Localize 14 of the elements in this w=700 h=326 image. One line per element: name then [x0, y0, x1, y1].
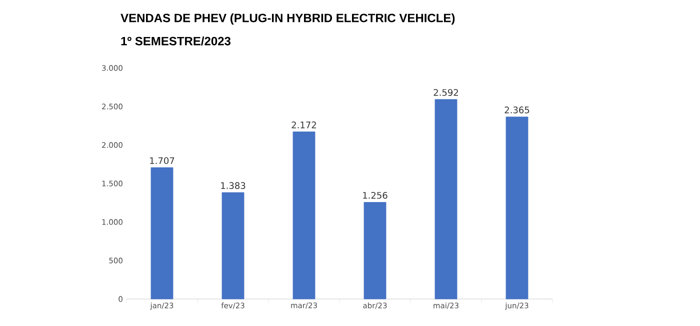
bar — [434, 99, 458, 300]
data-label: 2.172 — [292, 122, 316, 128]
data-label: 2.365 — [504, 106, 530, 114]
data-label: 1.383 — [221, 182, 246, 189]
data-label: 2.592 — [434, 89, 458, 96]
bar — [222, 192, 244, 300]
data-label: 1.256 — [363, 192, 388, 199]
chart-title: VENDAS DE PHEV (PLUG-IN HYBRID ELECTRIC VEHICLE) — [120, 13, 455, 25]
bar — [150, 167, 174, 300]
bar — [506, 116, 528, 300]
bar — [364, 202, 386, 300]
bar — [292, 132, 316, 300]
data-label: 1.707 — [150, 157, 174, 164]
chart-subtitle: 1º SEMESTRE/2023 — [121, 36, 231, 46]
